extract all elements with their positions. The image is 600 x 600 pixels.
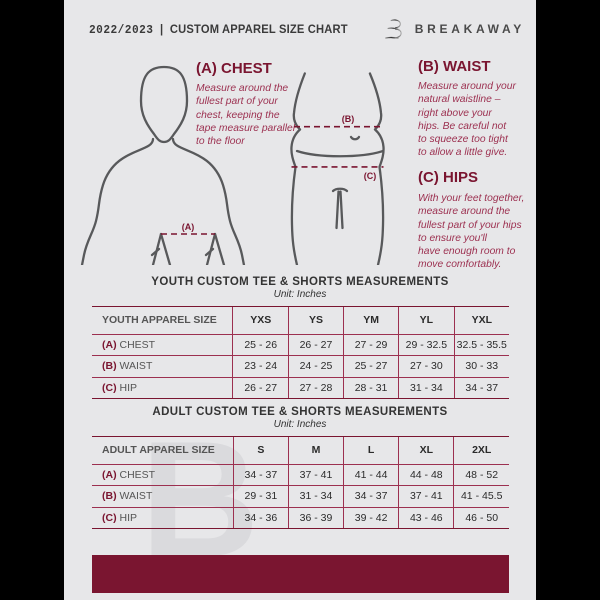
svg-text:(A): (A) [182,222,195,232]
svg-text:(B): (B) [342,114,355,124]
svg-text:(C): (C) [364,171,377,181]
